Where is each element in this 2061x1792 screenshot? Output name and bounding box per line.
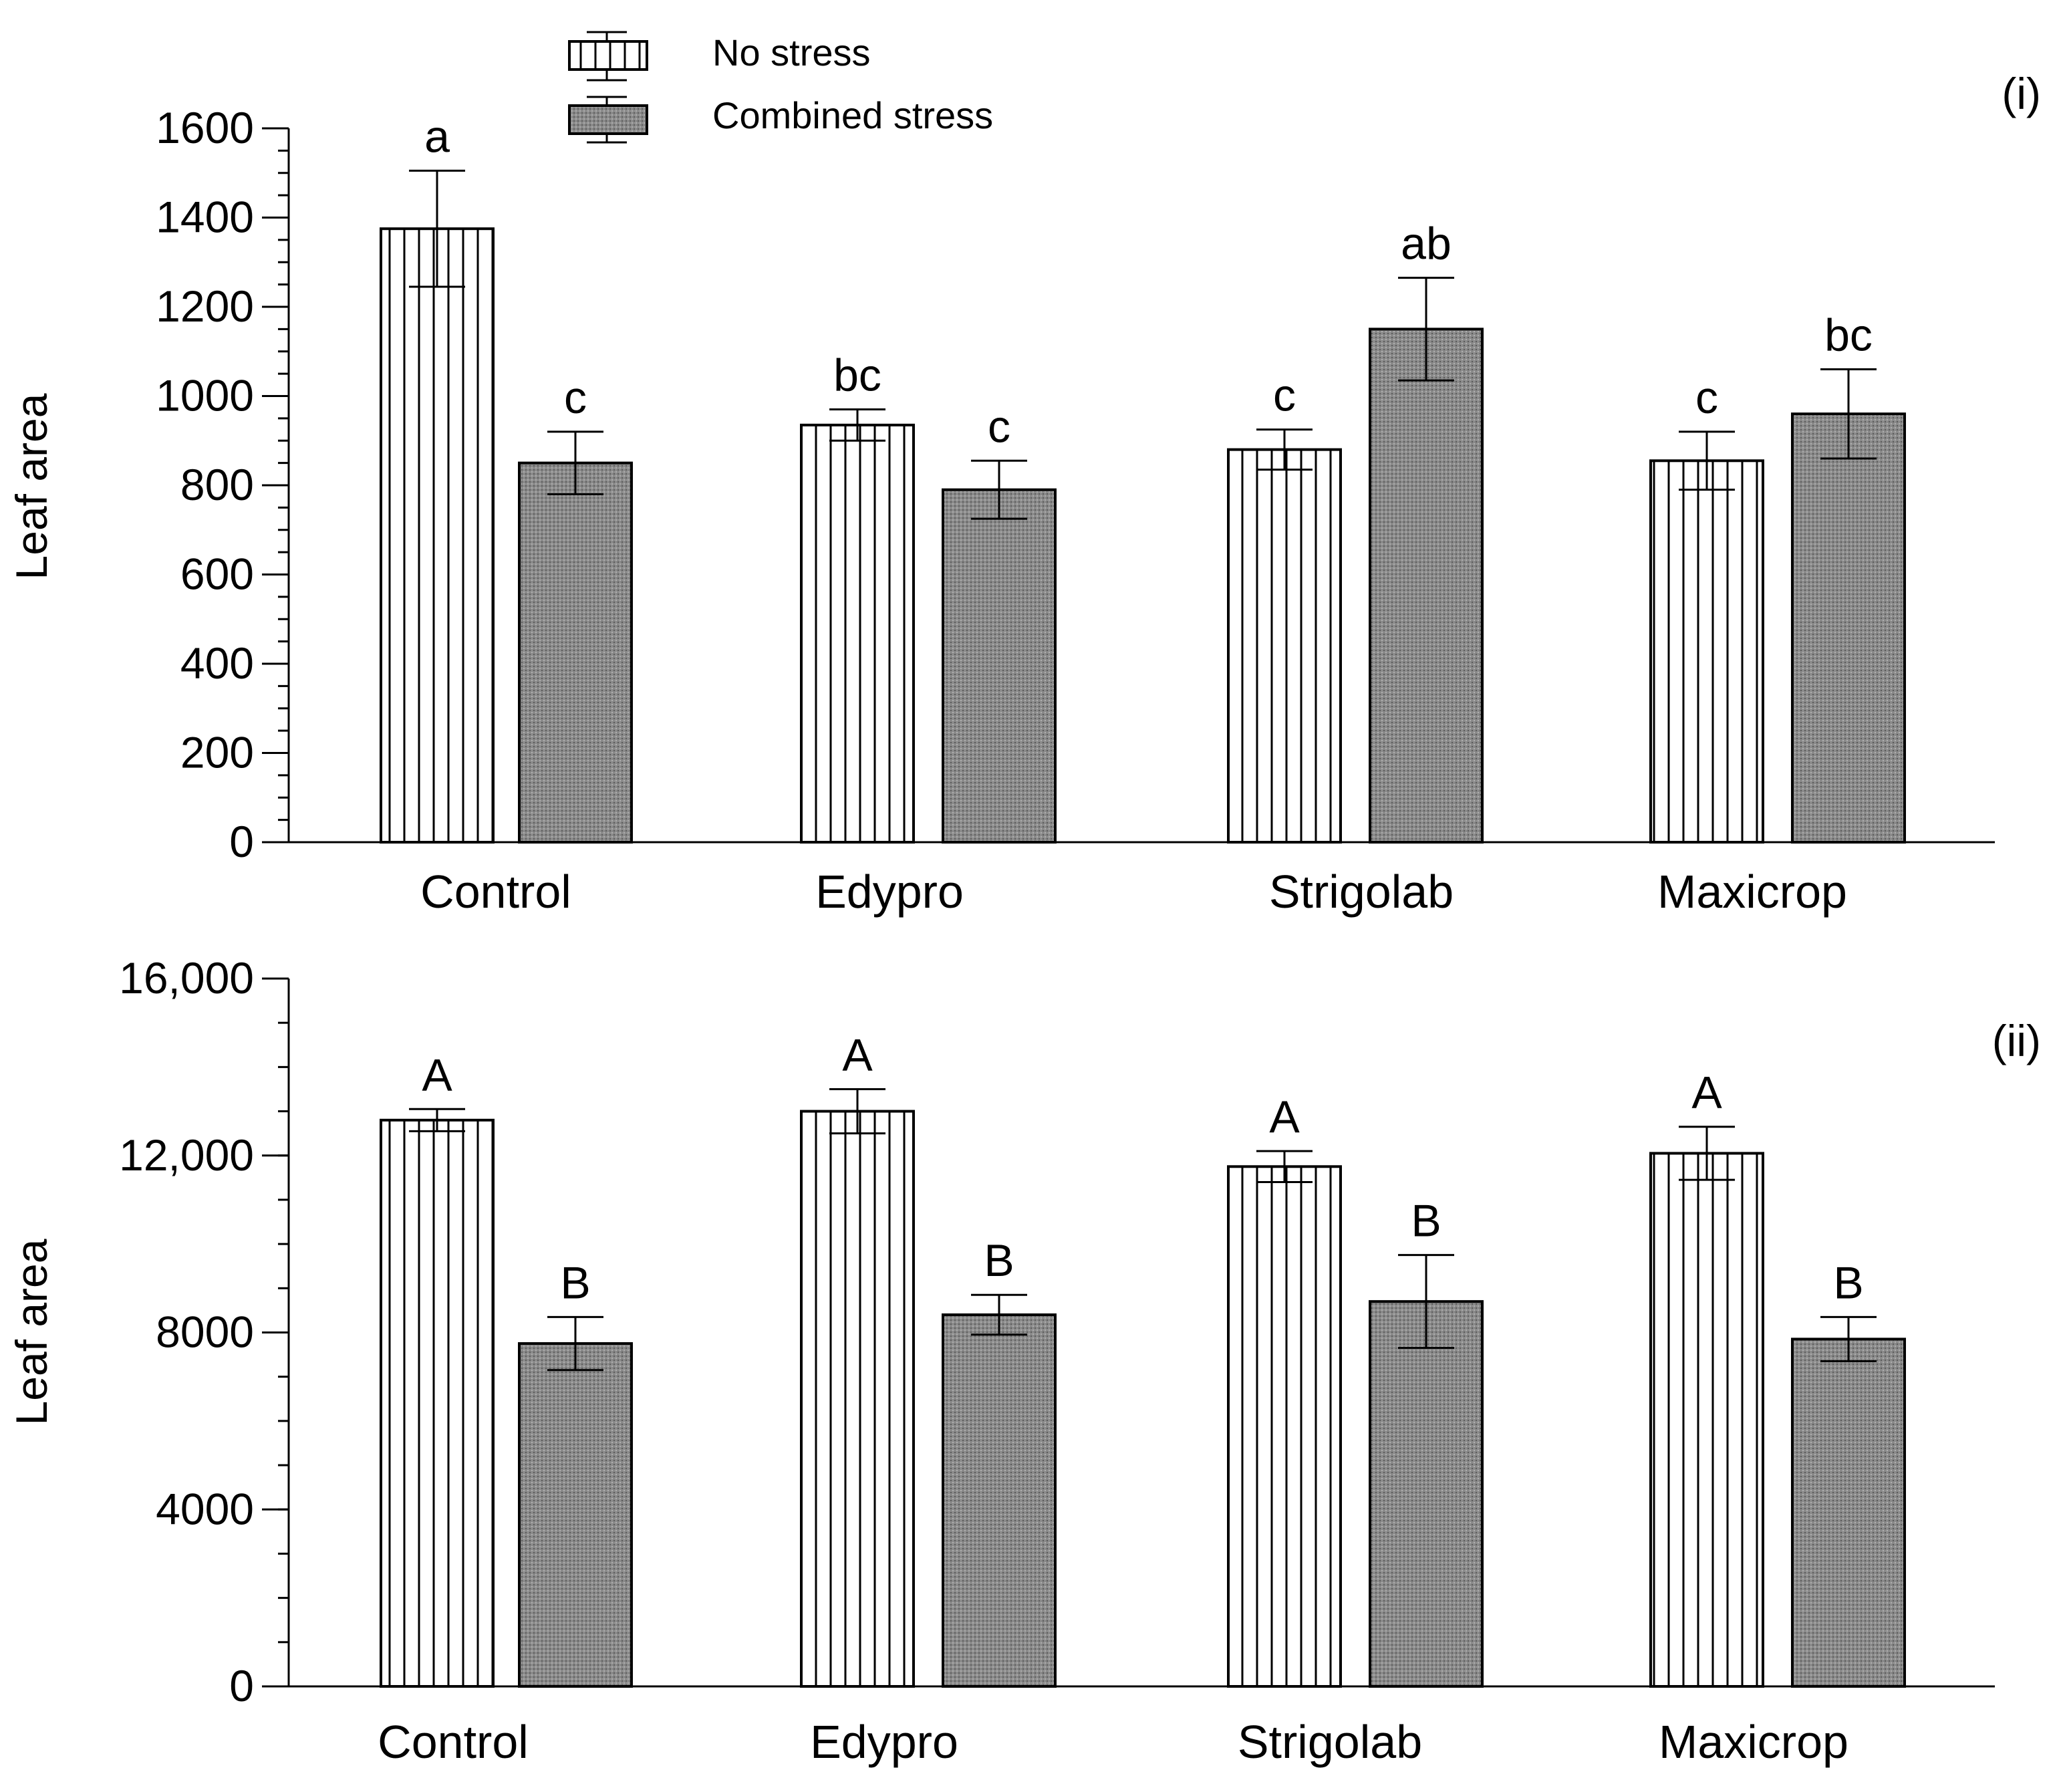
legend-no-stress-label: No stress <box>712 31 871 74</box>
legend-item-no-stress: No stress <box>568 31 871 82</box>
panel-1-category-label: Control <box>420 866 571 918</box>
panel-1-bar-combined-stress <box>518 461 633 844</box>
panel-2-significance-letter: A <box>1269 1092 1300 1142</box>
legend-combined-label: Combined stress <box>712 94 993 136</box>
panel-1-significance-letter: c <box>1695 372 1718 423</box>
panel-1-y-tick-label: 200 <box>180 728 254 777</box>
panel-2-y-axis-label: Leaf area <box>7 1239 56 1425</box>
panel-2-bar-combined-stress <box>1791 1337 1906 1688</box>
panel-1-significance-letter: c <box>988 401 1010 452</box>
panel-1-significance-letter: c <box>1273 370 1296 421</box>
panel-2-significance-letter: B <box>1411 1196 1441 1247</box>
panel-2-bar-no-stress <box>1649 1152 1764 1688</box>
legend: No stress Combined stress <box>568 31 993 144</box>
panel-1-bar-no-stress <box>800 423 915 844</box>
panel-1-y-tick-label: 800 <box>180 460 254 509</box>
panel-2-category-label: Strigolab <box>1238 1716 1422 1768</box>
panel-1-significance-letter: ab <box>1401 219 1452 269</box>
panel-1-y-tick-label: 1600 <box>156 103 254 152</box>
panel-1-y-tick-label: 400 <box>180 638 254 688</box>
panel-1-y-tick-label: 0 <box>229 817 254 866</box>
panel-2-significance-letter: B <box>560 1257 590 1308</box>
panel-1-significance-letter: bc <box>1824 309 1873 360</box>
panel-2-y-tick-label: 16,000 <box>119 953 254 1003</box>
panel-2-bar-no-stress <box>800 1110 915 1688</box>
panel-2-significance-letter: B <box>1833 1257 1863 1308</box>
panel-2-bar-no-stress <box>1227 1165 1342 1688</box>
legend-combined-swatch <box>568 104 648 135</box>
panel-1-y-tick-label: 1200 <box>156 281 254 331</box>
panel-2-category-label: Control <box>378 1716 529 1768</box>
panel-2-y-tick-label: 0 <box>229 1661 254 1710</box>
panel-2-bar-combined-stress <box>942 1313 1057 1688</box>
panel-2-bar-combined-stress <box>1369 1300 1484 1688</box>
panel-2-significance-letter: A <box>1691 1067 1722 1118</box>
panel-1-bar-no-stress <box>1649 459 1764 844</box>
panel-2-significance-letter: A <box>842 1029 873 1080</box>
chart-panel-ii: 0 4000 8000 12,000 16,000 Leaf area (ii) Contro… <box>7 953 2041 1768</box>
panel-2-y-tick-label: 4000 <box>156 1484 254 1533</box>
legend-item-combined-stress: Combined stress <box>568 94 993 144</box>
panel-1-significance-letter: bc <box>833 350 881 401</box>
panel-2-category-label: Maxicrop <box>1659 1716 1848 1768</box>
panel-2-significance-letter: A <box>422 1049 452 1100</box>
panel-1-y-tick-label: 1400 <box>156 193 254 242</box>
panel-2-y-tick-label: 12,000 <box>119 1130 254 1180</box>
panel-1-significance-letter: a <box>424 111 450 162</box>
panel-1-category-label: Maxicrop <box>1657 866 1847 918</box>
panel-1-significance-letter: c <box>564 372 587 423</box>
panel-2-y-tick-label: 8000 <box>156 1307 254 1357</box>
panel-1-bar-combined-stress <box>1369 328 1484 844</box>
panel-1-category-label: Edypro <box>815 866 964 918</box>
panel-2-bar-no-stress <box>380 1118 495 1688</box>
chart-panel-i: 0 200 400 600 800 1000 1200 1400 1600 Leaf area (i… <box>7 69 2041 918</box>
panel-2-bar-combined-stress <box>518 1342 633 1688</box>
panel-2-significance-letter: B <box>984 1235 1014 1286</box>
panel-1-y-tick-label: 600 <box>180 549 254 599</box>
panel-1-y-tick-label: 1000 <box>156 371 254 420</box>
panel-1-y-axis-label: Leaf area <box>7 393 56 580</box>
panel-1-bar-no-stress <box>380 227 495 844</box>
panel-1-bar-combined-stress <box>1791 412 1906 844</box>
panel-2-panel-label: (ii) <box>1992 1016 2041 1065</box>
panel-1-category-label: Strigolab <box>1269 866 1454 918</box>
legend-no-stress-swatch <box>568 40 648 71</box>
panel-1-panel-label: (i) <box>2002 69 2041 118</box>
panel-1-bar-no-stress <box>1227 448 1342 844</box>
panel-2-category-label: Edypro <box>810 1716 958 1768</box>
panel-1-bar-combined-stress <box>942 488 1057 844</box>
